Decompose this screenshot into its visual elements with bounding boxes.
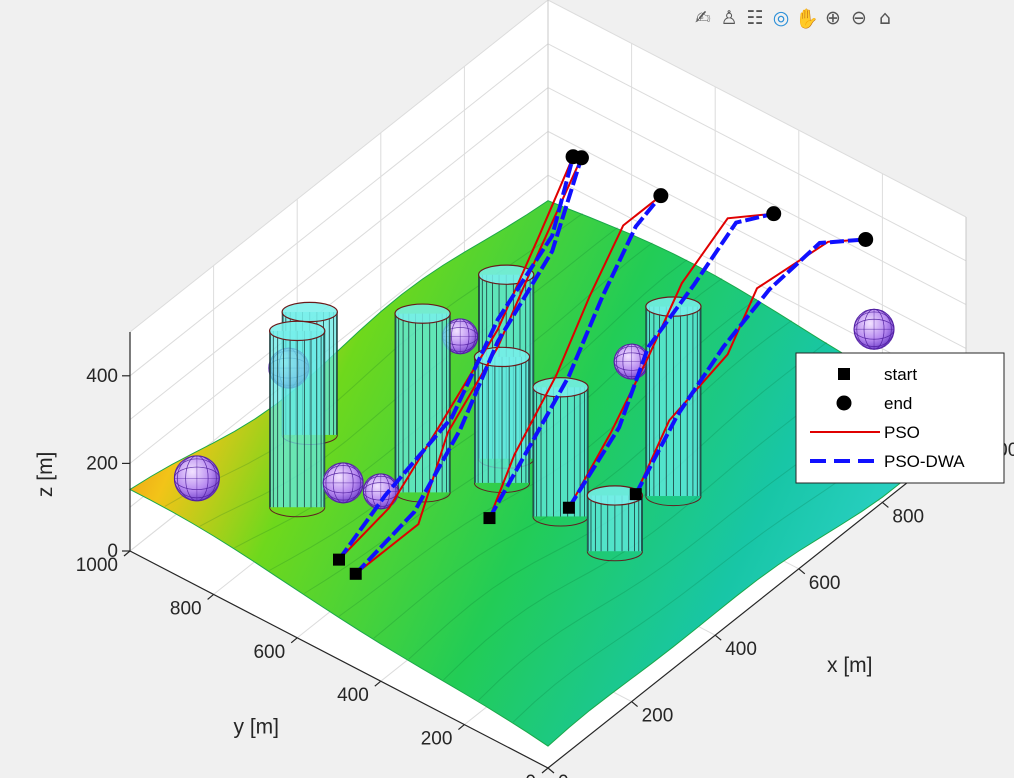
trajectory-pso-dwa-4 [567,211,775,509]
brush-icon[interactable]: ♙ [720,7,738,29]
x-axis-line [547,435,967,769]
sphere-obstacle [322,462,364,504]
home-icon[interactable]: ⌂ [878,7,892,29]
zoom-out-icon[interactable]: ⊖ [851,7,867,29]
x-tick-label: 200 [642,706,674,727]
start-marker [562,501,575,514]
trajectory-pso-2 [355,157,583,575]
z-tick-label: 0 [107,541,118,562]
pan-hand-icon[interactable]: ✋ [795,7,819,30]
legend-label: PSO [884,423,920,442]
y-tick-label: 200 [421,729,453,750]
legend-box [795,352,1005,484]
cylinder-obstacle [532,377,589,527]
x-tick-label: 400 [725,639,757,660]
end-marker [653,188,669,204]
z-tick-label: 400 [86,366,118,387]
start-marker [629,488,642,501]
trajectory-pso-dwa-1 [337,156,576,561]
edit-plot-icon[interactable]: ✍ [695,7,711,29]
trajectories [333,149,874,580]
start-marker [483,512,496,525]
trajectory-pso-3 [488,194,662,519]
rotate-3d-icon[interactable]: ◎ [772,7,790,29]
cylinder-obstacle [473,346,531,493]
cylinder-obstacle [269,320,326,518]
end-marker [858,231,874,247]
legend-entry-end[interactable]: end [836,394,913,413]
data-tips-icon[interactable]: ☷ [746,7,764,29]
start-marker [349,567,362,580]
end-marker [573,150,589,166]
trajectory-pso-4 [568,212,774,509]
figure-toolbar: ✍ ♙ ☷ ◎ ✋ ⊕ ⊖ ⌂ [692,6,896,30]
legend-label: PSO-DWA [884,452,965,471]
trajectory-pso-dwa-2 [354,157,584,576]
legend-entry-pso-dwa[interactable]: PSO-DWA [810,452,965,471]
legend-label: start [884,365,917,384]
z-tick-label: 200 [86,453,118,474]
trajectory-pso-dwa-5 [634,237,866,496]
cylinder-obstacle [394,303,451,503]
sphere-obstacle [853,308,895,350]
y-axis-line [129,550,549,769]
zoom-in-icon[interactable]: ⊕ [825,7,841,29]
y-tick-label: 1000 [76,555,118,576]
axes: 0200400600800100002004006008001000020040… [34,332,1014,778]
cylinder-obstacle [586,485,644,562]
legend[interactable]: start end PSO PSO-DWA [795,352,1005,484]
y-tick-label: 800 [170,598,202,619]
obstacles [173,264,895,562]
sphere-obstacle [362,473,399,510]
legend-entry-start[interactable]: start [838,365,917,384]
z-axis-label: z [m] [34,452,57,498]
y-tick-label: 600 [253,642,285,663]
end-marker [766,206,782,222]
cylinder-obstacle [645,296,702,507]
x-axis-label: x [m] [827,654,873,677]
legend-entry-pso[interactable]: PSO [810,423,920,442]
x-tick-label: 800 [892,506,924,527]
start-marker [333,553,345,566]
legend-label: end [884,394,912,413]
y-tick-label: 0 [525,772,536,778]
x-tick-label: 0 [558,772,569,778]
y-tick-label: 400 [337,685,369,706]
x-tick-label: 600 [809,573,841,594]
trajectory-pso-dwa-3 [487,194,663,520]
sphere-obstacle [442,318,479,355]
sphere-obstacle [173,455,220,502]
y-axis-label: y [m] [234,716,280,739]
